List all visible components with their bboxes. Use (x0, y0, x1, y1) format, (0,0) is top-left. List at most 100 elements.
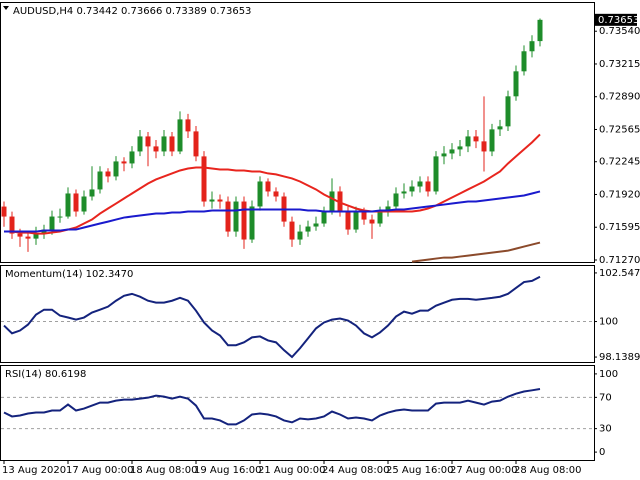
panel-title: AUDUSD,H4 0.73442 0.73666 0.73389 0.7365… (13, 6, 251, 17)
candle-body (353, 211, 359, 230)
candle-body (121, 161, 127, 164)
candle-body (497, 126, 503, 130)
candle-body (113, 161, 119, 177)
candle-body (361, 211, 367, 220)
y-tick-label: 0.72565 (599, 124, 640, 135)
candle-body (9, 216, 15, 234)
candle-body (65, 193, 71, 217)
candle-body (393, 193, 399, 207)
candle-body (73, 193, 79, 212)
candle-body (305, 226, 311, 232)
x-tick-label: 24 Aug 08:00 (322, 465, 389, 476)
candle-body (273, 191, 279, 197)
price-panel (0, 2, 595, 263)
candle-body (465, 136, 471, 147)
candle-body (249, 206, 255, 240)
candle-body (201, 156, 207, 202)
candle-body (145, 136, 151, 147)
candle-body (153, 146, 159, 152)
candle-body (105, 171, 111, 177)
x-tick-label: 25 Aug 16:00 (386, 465, 453, 476)
candle-body (25, 236, 31, 239)
candle-body (1, 206, 7, 217)
candle-body (225, 201, 231, 232)
candle-body (489, 129, 495, 152)
y-tick-label: 98.1389 (599, 352, 640, 363)
moving-average-line (411, 241, 541, 263)
candle-body (369, 219, 375, 224)
y-tick-label: 0.71595 (599, 222, 640, 233)
x-tick-label: 27 Aug 00:00 (450, 465, 517, 476)
candle-body (313, 223, 319, 227)
y-tick-label: 30 (599, 424, 612, 435)
candle-body (521, 51, 527, 72)
candle-body (137, 136, 143, 152)
y-tick-label: 0 (599, 447, 605, 458)
indicator-line (3, 275, 541, 359)
candle-body (161, 136, 167, 152)
panel-title: Momentum(14) 102.3470 (5, 269, 133, 280)
candle-body (257, 181, 263, 207)
candle-body (265, 181, 271, 192)
candle-body (289, 221, 295, 240)
candle-body (425, 181, 431, 192)
candle-body (241, 201, 247, 240)
y-tick-label: 70 (599, 392, 612, 403)
candle-body (329, 191, 335, 212)
last-price-label: 0.73653 (598, 15, 639, 26)
candle-body (441, 153, 447, 157)
y-tick-label: 0.71270 (599, 255, 640, 266)
candle-body (321, 211, 327, 224)
rsi-panel (0, 365, 595, 461)
candle-body (233, 201, 239, 232)
y-tick-label: 102.5474 (599, 268, 640, 279)
candle-body (17, 233, 23, 237)
x-tick-label: 19 Aug 16:00 (194, 465, 261, 476)
candle-body (433, 156, 439, 192)
candle-body (449, 149, 455, 154)
x-tick-label: 17 Aug 00:00 (66, 465, 133, 476)
candle-body (417, 181, 423, 187)
y-tick-label: 0.73540 (599, 26, 640, 37)
candle-body (217, 199, 223, 202)
candle-body (513, 71, 519, 97)
candle-body (409, 186, 415, 192)
y-tick-label: 100 (599, 317, 618, 328)
candle-body (193, 131, 199, 157)
candle-body (97, 171, 103, 190)
panel-title: RSI(14) 80.6198 (5, 369, 86, 380)
x-tick-label: 28 Aug 08:00 (514, 465, 581, 476)
candle-body (49, 216, 55, 230)
candle-body (297, 231, 303, 240)
momentum-panel (0, 265, 595, 363)
y-tick-label: 0.72890 (599, 92, 640, 103)
candle-body (129, 151, 135, 164)
candle-body (537, 19, 543, 42)
candle-body (177, 119, 183, 152)
y-tick-label: 0.71920 (599, 189, 640, 200)
candle-body (57, 216, 63, 218)
moving-average-line (4, 190, 541, 233)
collapse-arrow (3, 6, 9, 10)
candle-body (185, 119, 191, 132)
candle-body (377, 211, 383, 224)
candle-body (481, 141, 487, 152)
candle-body (33, 233, 39, 239)
x-tick-label: 21 Aug 00:00 (258, 465, 325, 476)
candle-body (505, 96, 511, 127)
x-tick-label: 13 Aug 2020 (2, 465, 66, 476)
moving-average-line (4, 133, 541, 235)
candle-body (345, 211, 351, 230)
candle-body (89, 189, 95, 197)
last-price-box (595, 13, 637, 26)
y-tick-label: 0.72245 (599, 157, 640, 168)
candle-body (401, 191, 407, 194)
candle-body (457, 146, 463, 150)
x-tick-label: 18 Aug 08:00 (130, 465, 197, 476)
candle-body (385, 206, 391, 212)
y-tick-label: 100 (599, 369, 618, 380)
candle-body (169, 136, 175, 152)
indicator-line (3, 388, 541, 426)
